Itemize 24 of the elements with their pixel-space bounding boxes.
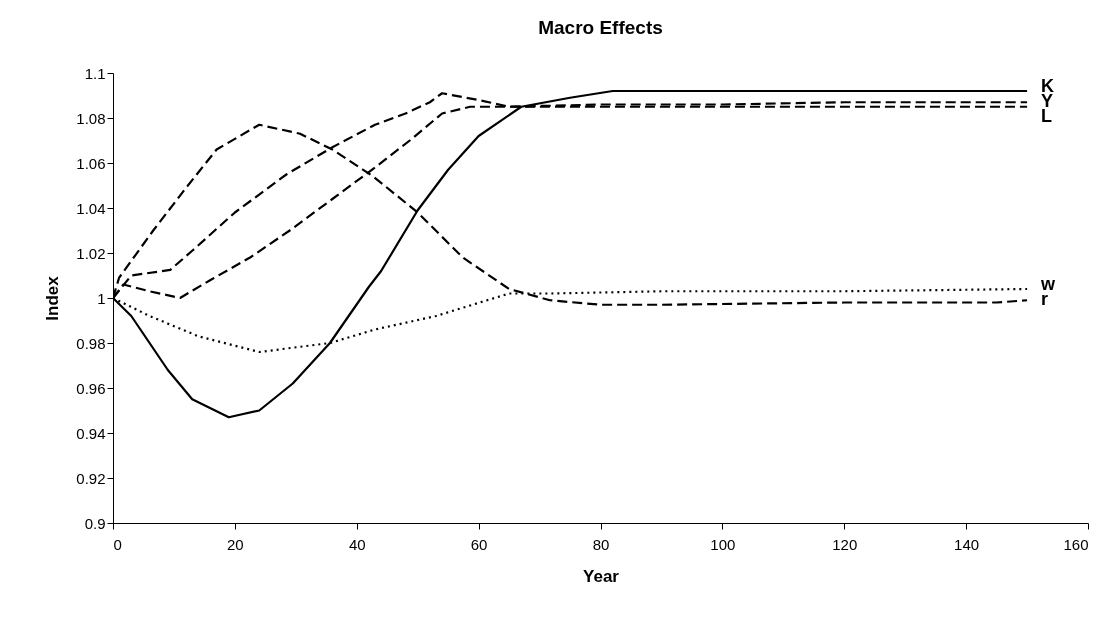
x-tick-label: 140	[954, 535, 980, 553]
y-tick-label: 1.06	[76, 154, 106, 172]
y-tick-label: 1.08	[76, 109, 106, 127]
x-tick-label: 60	[470, 535, 488, 553]
x-tick-label: 40	[348, 535, 366, 553]
x-tick-label: 80	[592, 535, 610, 553]
y-tick-label: 0.92	[76, 469, 106, 487]
y-tick-label: 1	[97, 289, 106, 307]
x-axis-title: Year	[583, 566, 620, 586]
x-tick-label: 0	[113, 535, 122, 553]
y-axis-title: Index	[43, 275, 63, 321]
y-tick-label: 0.96	[76, 379, 106, 397]
y-tick-label: 1.02	[76, 244, 106, 262]
y-tick-label: 0.98	[76, 334, 106, 352]
x-tick-label: 100	[710, 535, 736, 553]
x-tick-label: 160	[1063, 535, 1089, 553]
x-tick-label: 120	[832, 535, 858, 553]
y-tick-label: 1.1	[84, 64, 106, 82]
series-label: w	[1040, 273, 1057, 294]
y-tick-label: 1.04	[76, 199, 106, 217]
chart-title: Macro Effects	[538, 17, 663, 38]
y-tick-label: 0.9	[84, 514, 106, 532]
y-tick-label: 0.94	[76, 424, 106, 442]
x-tick-label: 20	[227, 535, 244, 553]
